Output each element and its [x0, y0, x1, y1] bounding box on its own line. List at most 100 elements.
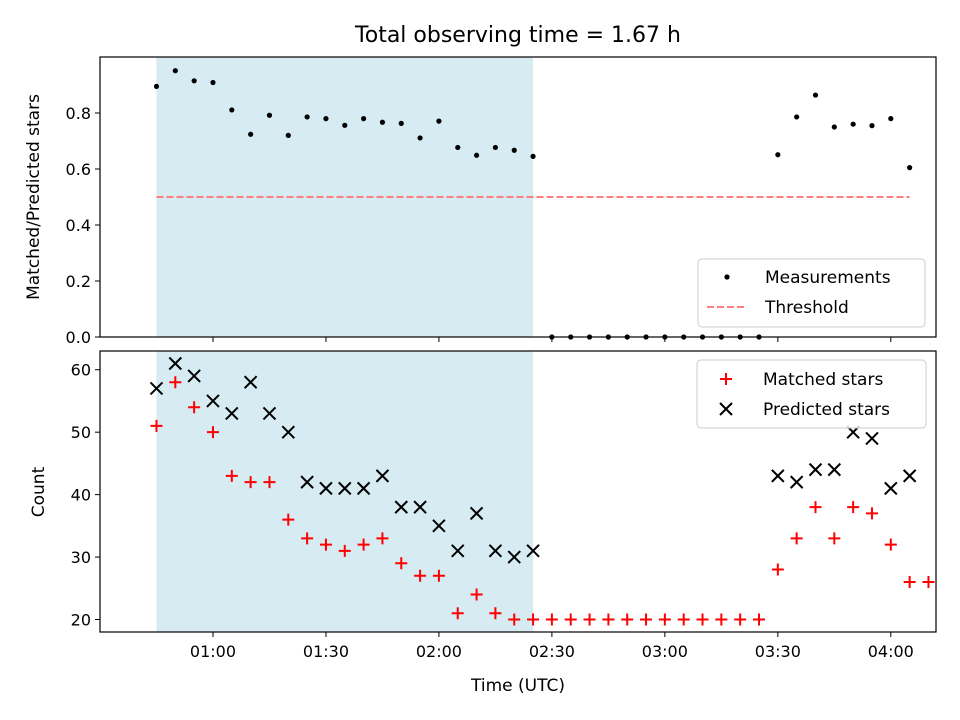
matched-stars-point [338, 544, 351, 557]
bottom-panel: 20 30 40 50 60 01:00 01:30 02:00 02:30 03:00 03:30… [29, 350, 937, 696]
predicted-stars-point [149, 381, 164, 396]
x-tick-label: 03:00 [642, 642, 688, 661]
bottom-legend-box [696, 359, 927, 429]
matched-stars-point [319, 538, 332, 551]
legend-matched-marker [720, 373, 732, 385]
measurement-point [266, 112, 273, 118]
matched-stars-point [922, 576, 935, 589]
bottom-plot-content [149, 356, 935, 626]
bottom-legend: Matched stars Predicted stars [696, 359, 927, 429]
matched-stars-point [658, 613, 671, 626]
predicted-stars-point [375, 469, 390, 483]
matched-stars-point [451, 607, 464, 620]
measurement-point [398, 120, 404, 126]
bottom-ticks: 20 30 40 50 60 01:00 01:30 02:00 02:30 03:00 03:30… [71, 361, 914, 661]
predicted-stars-point [168, 356, 183, 371]
matched-stars-point [527, 613, 540, 626]
matched-stars-point [225, 469, 238, 482]
legend-predicted-label: Predicted stars [763, 400, 890, 420]
predicted-stars-point [827, 462, 842, 477]
measurement-point [869, 123, 875, 129]
measurement-point [248, 131, 254, 137]
matched-stars-point [640, 613, 653, 626]
y-tick-label: 50 [71, 423, 91, 442]
matched-stars-point [508, 613, 521, 626]
matched-stars-point [734, 613, 747, 626]
matched-stars-point [602, 613, 615, 626]
predicted-stars-point [808, 462, 823, 477]
matched-stars-point [903, 576, 916, 589]
matched-stars-point [169, 376, 182, 389]
predicted-stars-point [225, 406, 239, 421]
legend-threshold-label: Threshold [764, 298, 849, 318]
predicted-stars-point [338, 481, 352, 496]
legend-measurements-label: Measurements [765, 268, 891, 288]
predicted-stars-point [243, 375, 258, 389]
predicted-stars-point [507, 550, 521, 564]
measurement-point [361, 116, 367, 122]
matched-stars-point [696, 613, 709, 626]
measurement-point [775, 152, 781, 158]
predicted-stars-point [300, 475, 314, 489]
y-tick-label: 0.2 [66, 272, 91, 291]
matched-stars-point [564, 613, 577, 626]
matched-stars-point [715, 613, 728, 626]
measurement-point [285, 132, 291, 138]
legend-matched-label: Matched stars [763, 370, 883, 390]
matched-stars-point [621, 613, 634, 626]
predicted-stars-point [319, 481, 333, 496]
matched-stars-point [206, 426, 219, 439]
matched-stars-point [432, 569, 445, 582]
y-tick-label: 0.6 [66, 160, 91, 179]
predicted-stars-point [526, 544, 540, 558]
predicted-stars-point [488, 544, 503, 558]
top-ticks: 0.0 0.2 0.4 0.6 0.8 [66, 104, 892, 347]
measurement-point [229, 107, 235, 113]
measurement-point [210, 79, 216, 86]
measurement-point [436, 118, 442, 124]
measurement-point [888, 116, 894, 122]
matched-stars-point [244, 476, 257, 489]
measurement-point [907, 165, 913, 171]
predicted-stars-point [432, 519, 446, 533]
figure-title: Total observing time = 1.67 h [354, 23, 681, 48]
bottom-shaded-span [156, 351, 534, 632]
predicted-stars-point [187, 369, 201, 383]
predicted-stars-point [902, 469, 917, 483]
predicted-stars-point [262, 406, 277, 421]
top-legend: Measurements Threshold [697, 258, 926, 328]
y-tick-label: 30 [71, 548, 91, 567]
predicted-stars-point [771, 469, 785, 483]
matched-stars-point [376, 532, 389, 545]
matched-stars-point [357, 538, 370, 551]
x-tick-label: 02:00 [416, 642, 462, 661]
measurement-point [530, 153, 536, 159]
matched-stars-point [771, 563, 784, 576]
legend-predicted-marker [719, 402, 733, 416]
measurement-point [492, 144, 499, 151]
matched-stars-point [395, 557, 408, 570]
predicted-stars-point [789, 475, 804, 489]
measurement-point [379, 119, 386, 125]
y-tick-label: 60 [71, 361, 91, 380]
measurement-point [831, 124, 837, 130]
matched-stars-point [884, 538, 897, 551]
measurement-point [850, 121, 856, 127]
x-tick-label: 02:30 [529, 642, 575, 661]
top-y-axis-label: Matched/Predicted stars [24, 94, 44, 300]
matched-stars-point [865, 507, 878, 520]
bottom-axes-frame [99, 350, 937, 633]
measurement-point [323, 116, 329, 122]
predicted-stars-point [469, 506, 484, 521]
y-tick-label: 0.4 [66, 216, 91, 235]
measurement-point [812, 92, 819, 98]
top-panel: 0.00.20.40.60.8 Matched/Predicted stars … [24, 56, 937, 347]
matched-stars-point [414, 569, 427, 582]
matched-stars-point [753, 613, 766, 626]
measurement-point [342, 122, 348, 128]
matched-stars-point [545, 613, 558, 626]
x-tick-label: 01:00 [190, 642, 236, 661]
predicted-stars-point [451, 544, 465, 558]
matched-stars-point [677, 613, 690, 626]
